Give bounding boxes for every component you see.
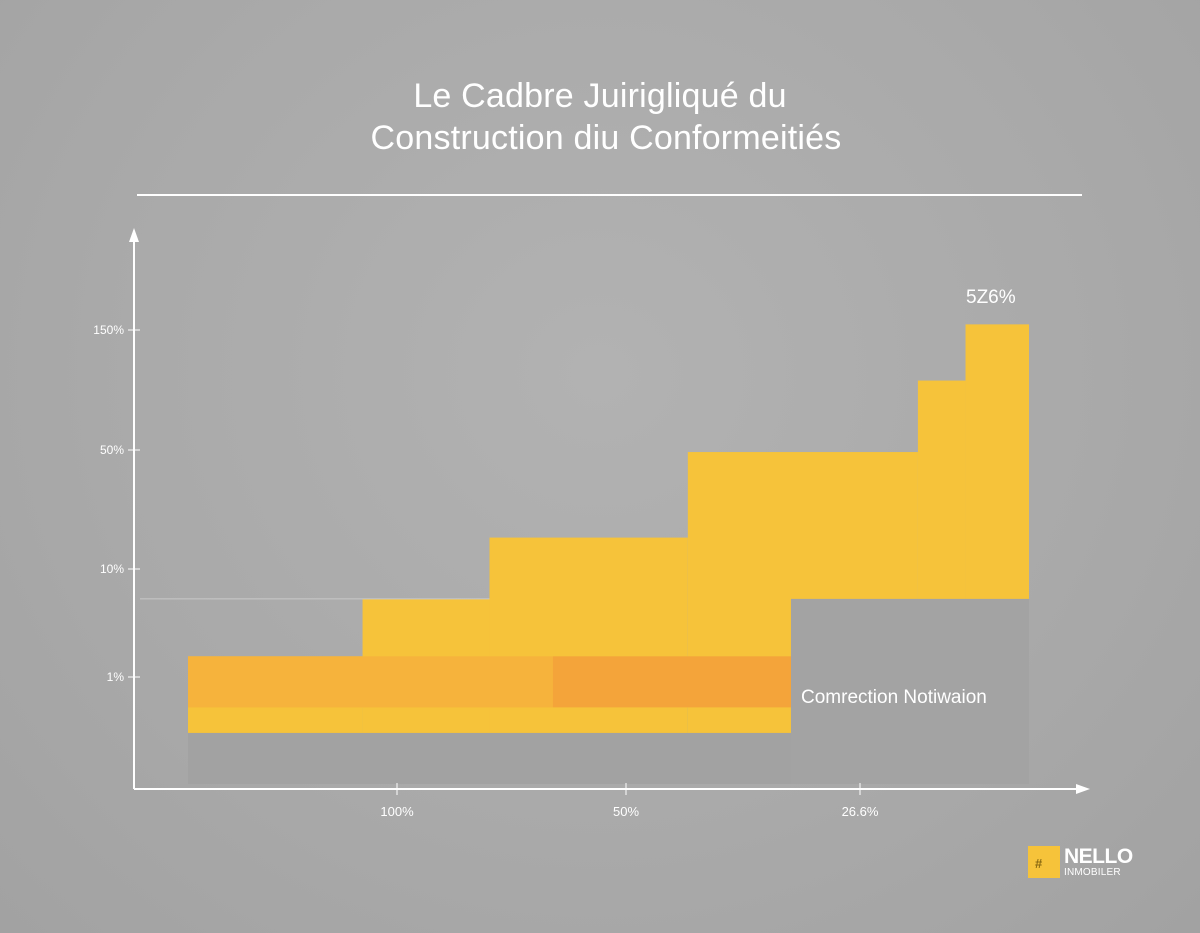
right-band bbox=[790, 598, 1029, 784]
logo-mark-icon: # bbox=[1028, 846, 1060, 878]
chart-title-line-2: Construction diu Conformeitiés bbox=[370, 119, 842, 157]
logo-subtitle: INMOBILER bbox=[1064, 867, 1121, 878]
chart-title-line-1: Le Cadbre Juirigliqué du bbox=[413, 77, 787, 115]
y-tick-label: 10% bbox=[100, 562, 124, 576]
peak-label: 5Z6% bbox=[966, 287, 1016, 308]
x-tick-label: 100% bbox=[380, 804, 414, 819]
y-axis-arrow bbox=[129, 228, 139, 242]
y-tick-label: 50% bbox=[100, 443, 124, 457]
x-axis-arrow bbox=[1076, 784, 1090, 794]
y-tick-label: 1% bbox=[107, 670, 125, 684]
brand-logo: # NELLO INMOBILER bbox=[1028, 846, 1152, 882]
y-tick-label: 150% bbox=[93, 323, 124, 337]
logo-name: NELLO bbox=[1064, 845, 1133, 868]
orange-segment-2 bbox=[552, 656, 791, 708]
x-tick-label: 26.6% bbox=[842, 804, 879, 819]
x-tick-label: 50% bbox=[613, 804, 639, 819]
title-divider bbox=[137, 194, 1082, 196]
orange-segment-1 bbox=[188, 656, 553, 708]
annotation-label: Comrection Notiwaion bbox=[801, 687, 987, 708]
